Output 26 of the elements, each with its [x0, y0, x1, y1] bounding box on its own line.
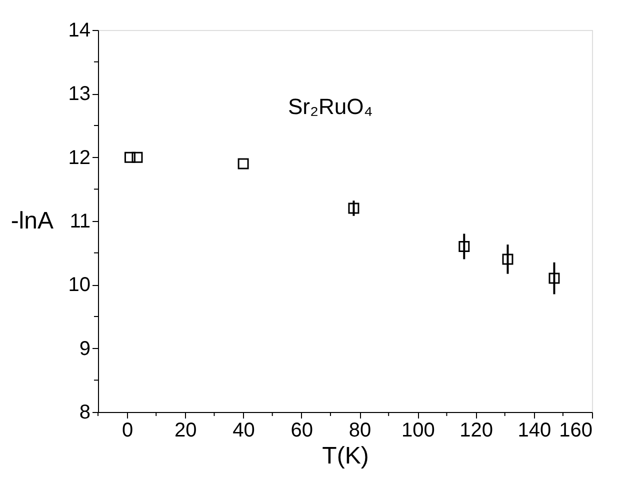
- x-tick-label: 140: [518, 420, 552, 442]
- x-tick-label: 60: [290, 420, 314, 442]
- x-tick-label: 80: [348, 420, 372, 442]
- y-tick-label: 10: [68, 274, 90, 296]
- y-tick-label: 11: [70, 210, 90, 232]
- y-tick-label: 12: [68, 146, 90, 169]
- y-tick-label: 8: [79, 402, 90, 424]
- x-axis-title: T(K): [322, 442, 369, 470]
- point: [132, 152, 143, 163]
- x-tick-label: 120: [460, 420, 493, 442]
- x-tick-label: 100: [401, 420, 435, 442]
- point: [238, 158, 249, 170]
- y-tick-label: 9: [79, 338, 90, 360]
- point: [124, 152, 136, 163]
- point: [502, 254, 514, 265]
- point: [548, 272, 560, 284]
- annotation: Sr₂RuO₄: [288, 94, 373, 119]
- x-tick-label: 40: [232, 420, 255, 442]
- x-tick-label: 160: [559, 420, 592, 442]
- x-tick-label: 20: [174, 420, 197, 442]
- y-axis-title: -lnA: [10, 208, 54, 234]
- point: [348, 202, 360, 214]
- y-tick-label: 13: [68, 83, 90, 106]
- point: [458, 240, 470, 252]
- x-tick-label: 0: [122, 420, 134, 442]
- y-tick-label: 14: [68, 20, 90, 42]
